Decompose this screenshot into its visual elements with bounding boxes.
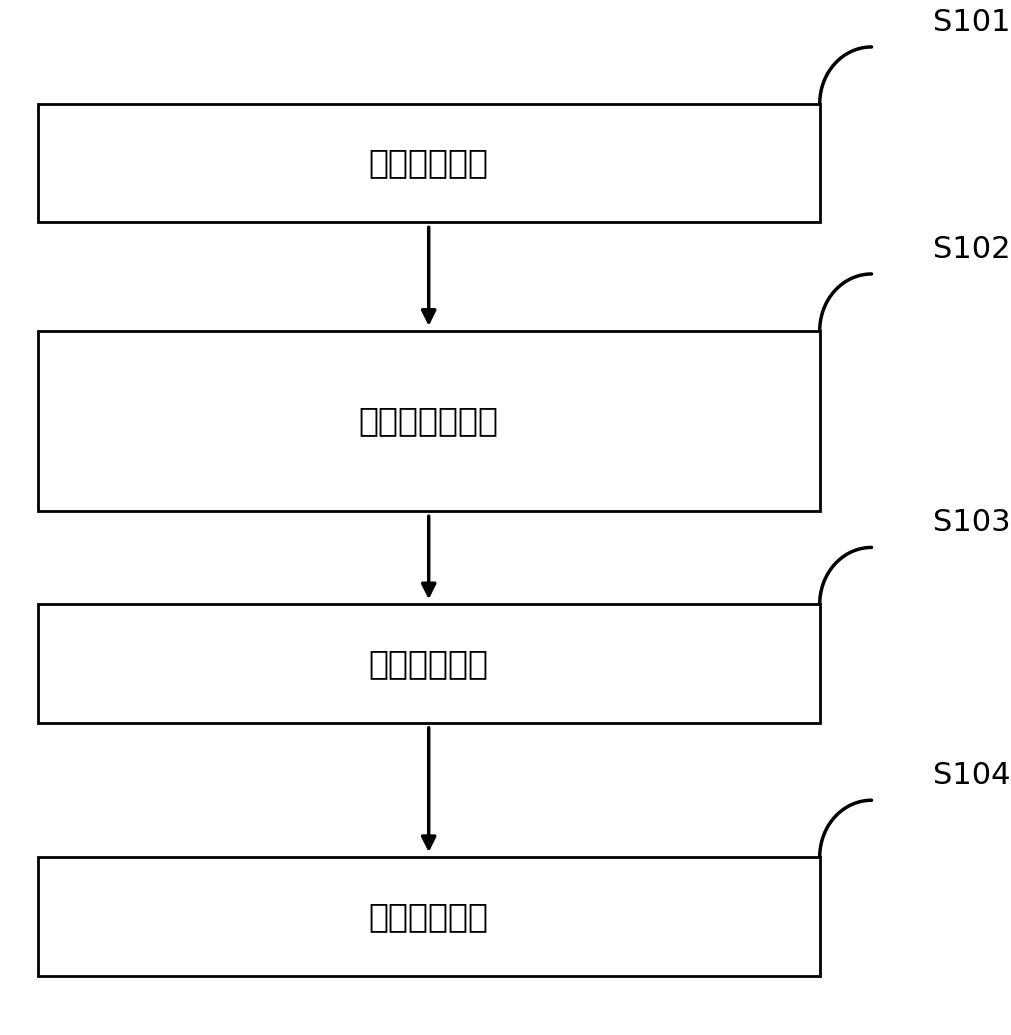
Text: 符号表容器步骤: 符号表容器步骤: [358, 405, 498, 438]
Text: S102: S102: [932, 235, 1009, 264]
Text: S103: S103: [932, 508, 1009, 537]
Text: 模型检查步骤: 模型检查步骤: [368, 899, 488, 933]
FancyBboxPatch shape: [37, 104, 819, 223]
FancyBboxPatch shape: [37, 857, 819, 976]
FancyBboxPatch shape: [37, 604, 819, 722]
Text: 模型转换步骤: 模型转换步骤: [368, 647, 488, 680]
Text: S101: S101: [932, 7, 1009, 36]
Text: S104: S104: [932, 761, 1009, 790]
Text: 模型解析步骤: 模型解析步骤: [368, 147, 488, 179]
FancyBboxPatch shape: [37, 331, 819, 511]
